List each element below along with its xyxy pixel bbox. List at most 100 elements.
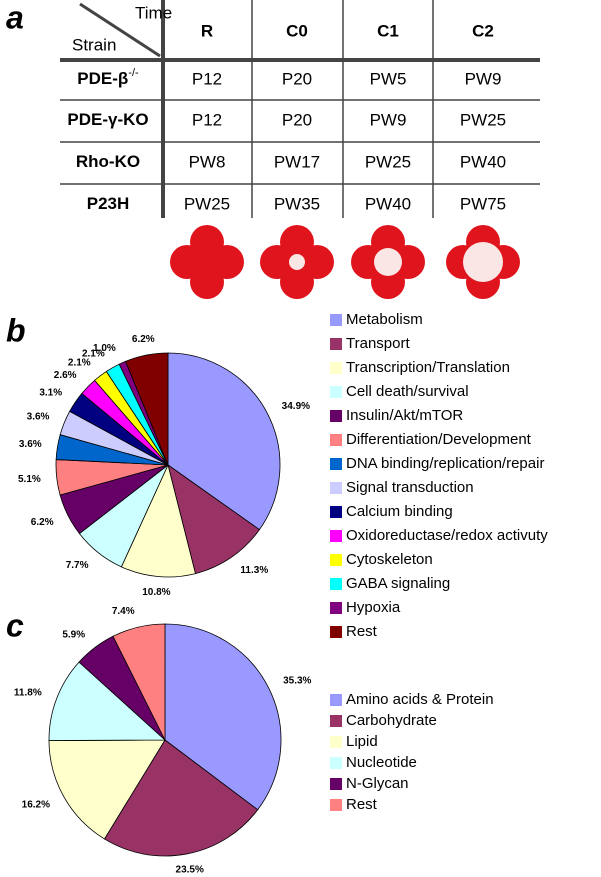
- legend-swatch: [330, 410, 342, 422]
- pie-slice: [48, 739, 166, 840]
- legend-label: GABA signaling: [346, 575, 450, 592]
- legend-label: DNA binding/replication/repair: [346, 455, 544, 472]
- slice-label: 23.5%: [176, 864, 204, 875]
- pie-slice: [164, 623, 282, 811]
- pie-slice: [167, 352, 281, 531]
- column-header: R: [201, 21, 213, 40]
- legend-swatch: [330, 778, 342, 790]
- row-label-sup: -/-: [128, 67, 139, 79]
- row-label: P23H: [87, 194, 130, 213]
- table-cell: PW35: [274, 194, 320, 213]
- table-cell: PW25: [184, 194, 230, 213]
- row-label-text: PDE-β: [77, 69, 128, 88]
- table-cell: PW5: [370, 69, 407, 88]
- table-cell: PW25: [460, 110, 506, 129]
- corner-label: Strain: [72, 35, 116, 54]
- slice-label: 34.9%: [282, 401, 310, 412]
- slice-label: 2.6%: [54, 370, 77, 381]
- legend-label: Cell death/survival: [346, 383, 469, 400]
- legend-label: Oxidoreductase/redox activuty: [346, 527, 548, 544]
- legend-label: Rest: [346, 796, 378, 813]
- row-label-text: Rho-KO: [76, 152, 140, 171]
- panel-letter: b: [6, 312, 26, 348]
- legend-label: Signal transduction: [346, 479, 474, 496]
- legend-label: Hypoxia: [346, 599, 401, 616]
- legend-swatch: [330, 506, 342, 518]
- table-cell: PW25: [365, 152, 411, 171]
- slice-label: 6.2%: [132, 334, 155, 345]
- table-cell: P20: [282, 69, 312, 88]
- table-cell: PW17: [274, 152, 320, 171]
- legend-swatch: [330, 578, 342, 590]
- legend-swatch: [330, 554, 342, 566]
- column-header: C0: [286, 21, 308, 40]
- pie-slice: [112, 623, 166, 741]
- slice-label: 3.6%: [19, 439, 42, 450]
- slice-label: 1.0%: [93, 343, 116, 354]
- slice-label: 7.7%: [66, 560, 89, 571]
- slice-label: 2.1%: [68, 358, 91, 369]
- lesion: [463, 242, 503, 282]
- panel-letter: a: [6, 0, 24, 35]
- legend-label: Rest: [346, 623, 378, 640]
- slice-label: 3.1%: [39, 388, 62, 399]
- slice-label: 2.1%: [82, 348, 105, 359]
- legend-swatch: [330, 362, 342, 374]
- slice-label: 3.6%: [27, 411, 50, 422]
- table-cell: P12: [192, 110, 222, 129]
- legend-label: Transcription/Translation: [346, 359, 510, 376]
- legend-swatch: [330, 314, 342, 326]
- legend-swatch: [330, 694, 342, 706]
- legend-swatch: [330, 736, 342, 748]
- table-cell: PW9: [370, 110, 407, 129]
- slice-label: 7.4%: [112, 606, 135, 617]
- legend-swatch: [330, 434, 342, 446]
- legend-swatch: [330, 799, 342, 811]
- column-header: C1: [377, 21, 399, 40]
- slice-label: 6.2%: [31, 517, 54, 528]
- legend-swatch: [330, 386, 342, 398]
- panel-letter: c: [6, 607, 24, 643]
- legend-label: Carbohydrate: [346, 712, 437, 729]
- legend-swatch: [330, 602, 342, 614]
- slice-label: 5.9%: [62, 630, 85, 641]
- slice-label: 35.3%: [283, 676, 311, 687]
- table-cell: PW8: [189, 152, 226, 171]
- slice-label: 11.8%: [14, 687, 42, 698]
- lesion: [289, 254, 305, 270]
- legend-swatch: [330, 482, 342, 494]
- legend-swatch: [330, 338, 342, 350]
- legend-swatch: [330, 626, 342, 638]
- corner-label: Time: [135, 3, 172, 22]
- legend-label: Lipid: [346, 733, 378, 750]
- table-cell: PW75: [460, 194, 506, 213]
- row-label: PDE-β-/-: [77, 67, 139, 89]
- slice-label: 10.8%: [142, 587, 170, 598]
- row-label: PDE-γ-KO: [67, 110, 148, 129]
- center: [187, 242, 227, 282]
- legend-label: Metabolism: [346, 311, 423, 328]
- lesion: [374, 248, 402, 276]
- pie-slice: [167, 464, 261, 575]
- table-lines: [60, 0, 540, 218]
- legend-label: Insulin/Akt/mTOR: [346, 407, 463, 424]
- table-cell: PW9: [465, 69, 502, 88]
- legend-swatch: [330, 458, 342, 470]
- row-label-text: P23H: [87, 194, 130, 213]
- legend-label: Nucleotide: [346, 754, 417, 771]
- table-cell: PW40: [460, 152, 506, 171]
- slice-label: 16.2%: [22, 799, 50, 810]
- legend-swatch: [330, 715, 342, 727]
- pie-slice: [120, 463, 196, 578]
- table-cell: PW40: [365, 194, 411, 213]
- pie-slice: [103, 739, 259, 857]
- row-label: Rho-KO: [76, 152, 140, 171]
- legend-label: Cytoskeleton: [346, 551, 433, 568]
- pie-slice: [125, 352, 169, 466]
- legend-label: N-Glycan: [346, 775, 409, 792]
- legend-label: Differentiation/Development: [346, 431, 532, 448]
- pie-slice: [48, 661, 167, 741]
- row-label-text: PDE-γ-KO: [67, 110, 148, 129]
- legend-label: Amino acids & Protein: [346, 691, 494, 708]
